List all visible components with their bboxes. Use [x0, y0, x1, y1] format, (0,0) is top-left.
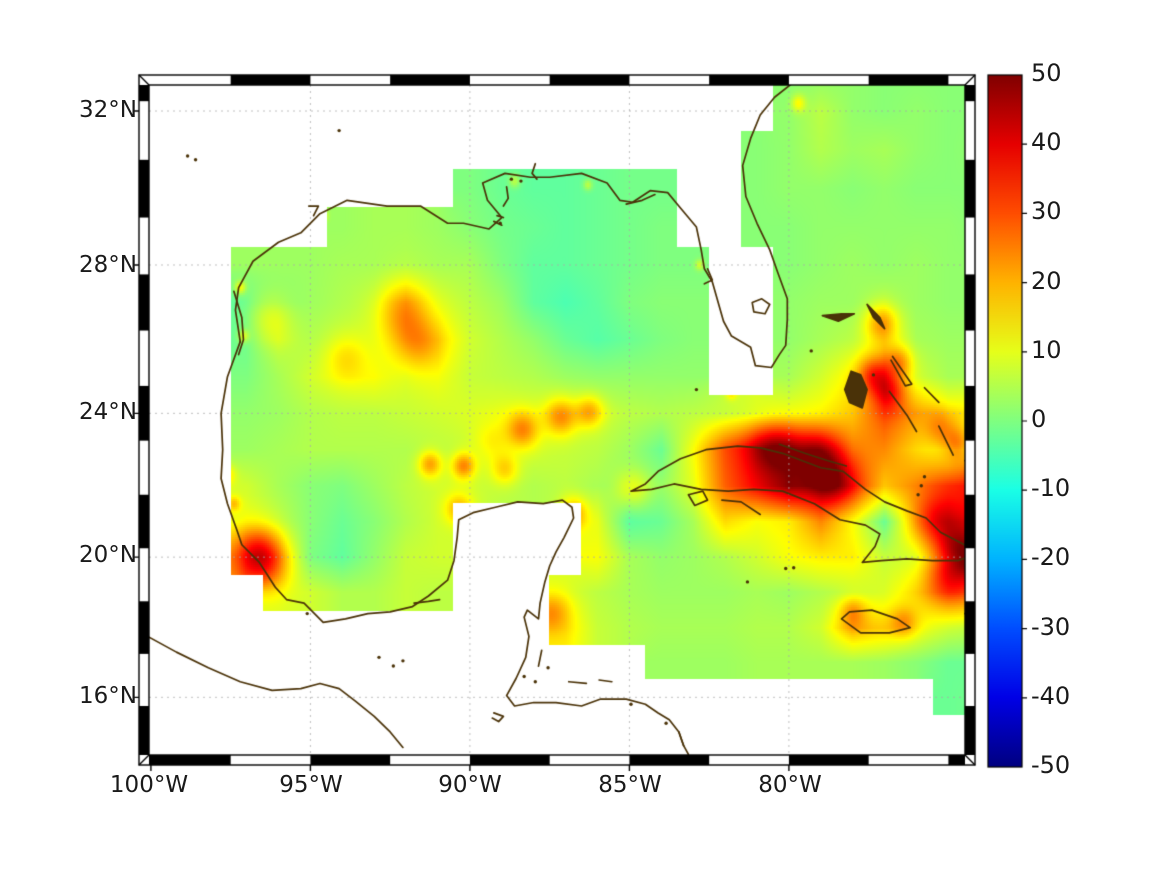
lon-tick-label-100w: 100°W — [109, 772, 189, 798]
lat-tick-label-24n: 24°N — [79, 399, 137, 425]
colorbar-tick-label-m50: -50 — [1031, 751, 1071, 779]
colorbar-tick-label-m30: -30 — [1031, 613, 1071, 641]
colorbar-tick-label-20: 20 — [1031, 267, 1062, 295]
lat-tick-label-28n: 28°N — [79, 252, 137, 278]
colorbar-tick-label-40: 40 — [1031, 128, 1062, 156]
lat-tick-label-16n: 16°N — [79, 683, 137, 709]
lon-tick-label-90w: 90°W — [438, 772, 502, 798]
colorbar-tick-label-m10: -10 — [1031, 474, 1071, 502]
lon-tick-label-95w: 95°W — [279, 772, 343, 798]
colorbar-tick-label-30: 30 — [1031, 197, 1062, 225]
lat-tick-label-20n: 20°N — [79, 542, 137, 568]
lon-tick-label-80w: 80°W — [758, 772, 822, 798]
colorbar-tick-label-m20: -20 — [1031, 543, 1071, 571]
colorbar-tick-label-m40: -40 — [1031, 682, 1071, 710]
colorbar-tick-label-0: 0 — [1031, 405, 1047, 433]
lat-tick-label-32n: 32°N — [79, 97, 137, 123]
colorbar-tick-label-10: 10 — [1031, 336, 1062, 364]
lon-tick-label-85w: 85°W — [598, 772, 662, 798]
colorbar-tick-label-50: 50 — [1031, 59, 1062, 87]
